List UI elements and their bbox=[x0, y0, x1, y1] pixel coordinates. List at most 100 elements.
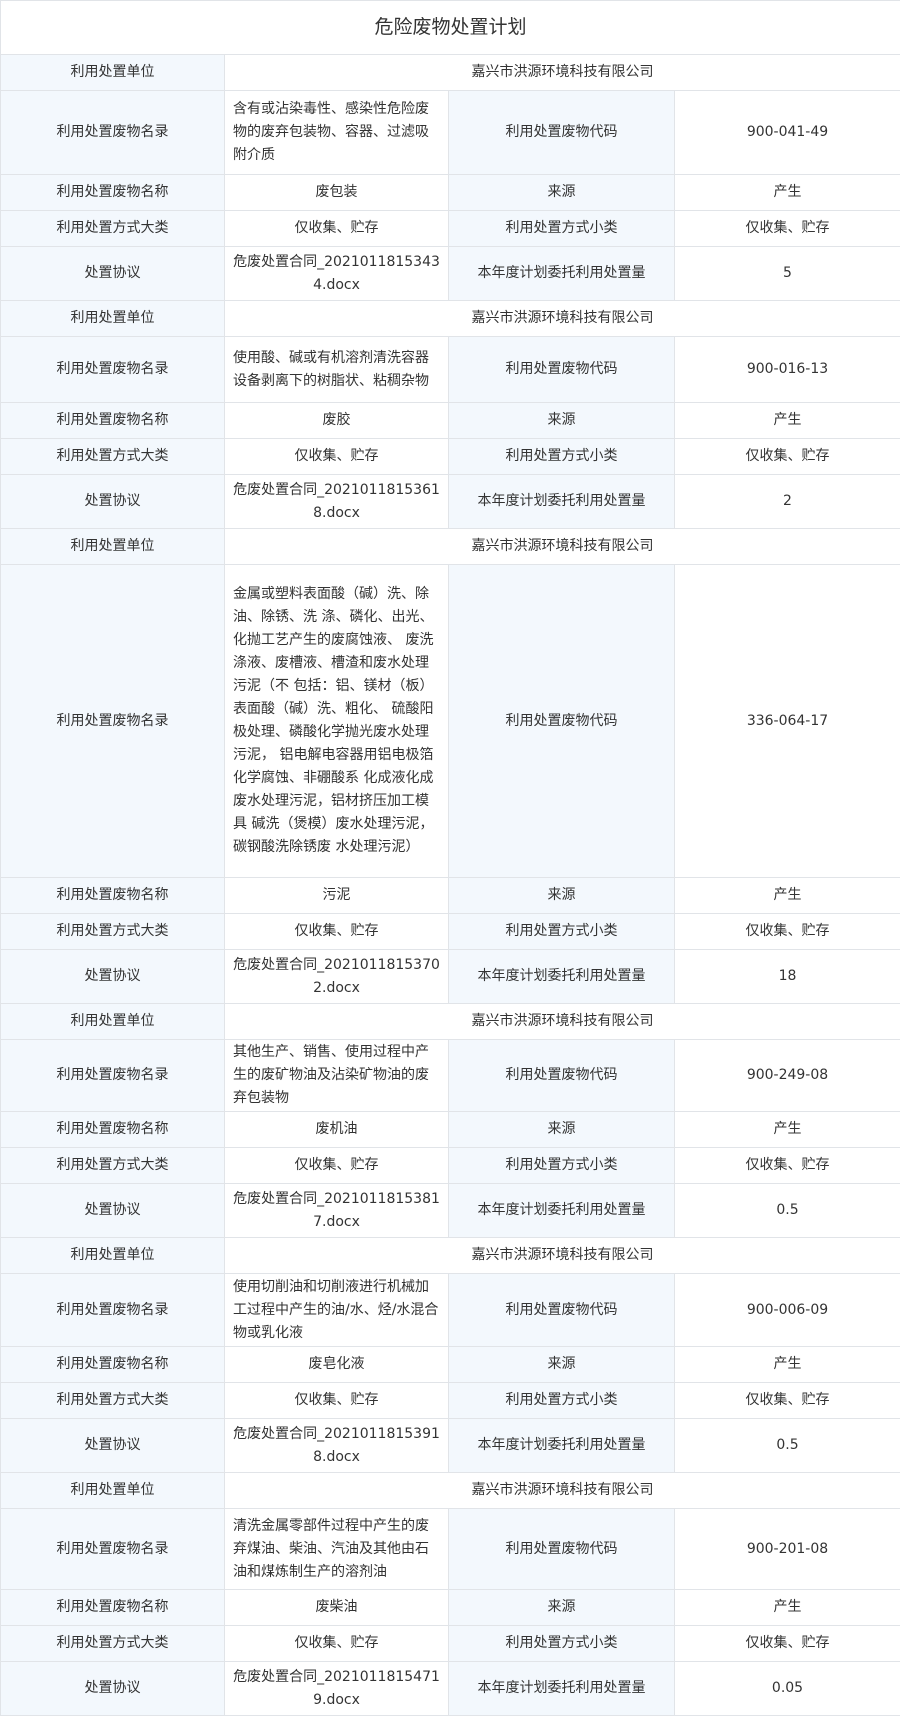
field-label: 利用处置方式大类 bbox=[1, 914, 225, 950]
plan-row: 利用处置方式大类仅收集、贮存利用处置方式小类仅收集、贮存 bbox=[1, 211, 900, 247]
field-label: 利用处置单位 bbox=[1, 1473, 225, 1509]
field-value: 危废处置合同_20210118153817.docx bbox=[225, 1184, 449, 1238]
field-label: 来源 bbox=[449, 175, 675, 211]
field-value: 嘉兴市洪源环境科技有限公司 bbox=[225, 301, 900, 337]
field-value: 仅收集、贮存 bbox=[675, 439, 900, 475]
field-value: 仅收集、贮存 bbox=[225, 1383, 449, 1419]
field-value: 废皂化液 bbox=[225, 1347, 449, 1383]
field-label: 利用处置废物名录 bbox=[1, 1274, 225, 1347]
field-value: 清洗金属零部件过程中产生的废弃煤油、柴油、汽油及其他由石油和煤炼制生产的溶剂油 bbox=[225, 1509, 449, 1590]
field-value: 危废处置合同_20210118153618.docx bbox=[225, 475, 449, 529]
field-label: 利用处置废物名录 bbox=[1, 1040, 225, 1112]
field-label: 利用处置方式小类 bbox=[449, 439, 675, 475]
plan-row: 利用处置废物名录使用切削油和切削液进行机械加工过程中产生的油/水、烃/水混合物或… bbox=[1, 1274, 900, 1347]
field-label: 利用处置废物代码 bbox=[449, 1274, 675, 1347]
plan-row: 利用处置单位嘉兴市洪源环境科技有限公司 bbox=[1, 301, 900, 337]
field-label: 本年度计划委托利用处置量 bbox=[449, 1419, 675, 1473]
field-label: 处置协议 bbox=[1, 1184, 225, 1238]
field-label: 利用处置废物名称 bbox=[1, 878, 225, 914]
field-value: 仅收集、贮存 bbox=[675, 1148, 900, 1184]
field-label: 来源 bbox=[449, 403, 675, 439]
field-label: 利用处置废物代码 bbox=[449, 1040, 675, 1112]
field-value: 含有或沾染毒性、感染性危险废物的废弃包装物、容器、过滤吸附介质 bbox=[225, 91, 449, 175]
table-title: 危险废物处置计划 bbox=[1, 1, 900, 55]
field-label: 利用处置方式小类 bbox=[449, 211, 675, 247]
field-label: 处置协议 bbox=[1, 247, 225, 301]
field-label: 来源 bbox=[449, 1112, 675, 1148]
field-label: 利用处置方式小类 bbox=[449, 1626, 675, 1662]
field-label: 利用处置废物名称 bbox=[1, 1112, 225, 1148]
field-value: 0.5 bbox=[675, 1184, 900, 1238]
field-value: 金属或塑料表面酸（碱）洗、除油、除锈、洗 涤、磷化、出光、化抛工艺产生的废腐蚀液… bbox=[225, 565, 449, 878]
field-value: 900-249-08 bbox=[675, 1040, 900, 1112]
field-value: 使用切削油和切削液进行机械加工过程中产生的油/水、烃/水混合物或乳化液 bbox=[225, 1274, 449, 1347]
field-value: 18 bbox=[675, 950, 900, 1004]
plan-row: 利用处置废物名录含有或沾染毒性、感染性危险废物的废弃包装物、容器、过滤吸附介质利… bbox=[1, 91, 900, 175]
plan-row: 利用处置废物名称废皂化液来源产生 bbox=[1, 1347, 900, 1383]
field-label: 来源 bbox=[449, 1590, 675, 1626]
field-label: 利用处置废物名称 bbox=[1, 1347, 225, 1383]
field-label: 来源 bbox=[449, 878, 675, 914]
field-label: 利用处置方式大类 bbox=[1, 439, 225, 475]
field-value: 废包装 bbox=[225, 175, 449, 211]
field-label: 利用处置废物名称 bbox=[1, 1590, 225, 1626]
plan-row: 利用处置废物名称废柴油来源产生 bbox=[1, 1590, 900, 1626]
field-label: 利用处置单位 bbox=[1, 1004, 225, 1040]
plan-row: 利用处置废物名称废胶来源产生 bbox=[1, 403, 900, 439]
field-value: 危废处置合同_20210118153434.docx bbox=[225, 247, 449, 301]
field-label: 利用处置废物代码 bbox=[449, 1509, 675, 1590]
field-value: 产生 bbox=[675, 1112, 900, 1148]
field-value: 废机油 bbox=[225, 1112, 449, 1148]
plan-row: 利用处置单位嘉兴市洪源环境科技有限公司 bbox=[1, 1473, 900, 1509]
plan-row: 利用处置单位嘉兴市洪源环境科技有限公司 bbox=[1, 1004, 900, 1040]
field-value: 900-016-13 bbox=[675, 337, 900, 403]
plan-row: 利用处置废物名称废包装来源产生 bbox=[1, 175, 900, 211]
field-label: 利用处置废物名录 bbox=[1, 91, 225, 175]
plan-row: 利用处置单位嘉兴市洪源环境科技有限公司 bbox=[1, 55, 900, 91]
field-value: 产生 bbox=[675, 175, 900, 211]
plan-row: 利用处置方式大类仅收集、贮存利用处置方式小类仅收集、贮存 bbox=[1, 914, 900, 950]
plan-row: 利用处置单位嘉兴市洪源环境科技有限公司 bbox=[1, 529, 900, 565]
plan-row: 利用处置废物名称废机油来源产生 bbox=[1, 1112, 900, 1148]
field-value: 其他生产、销售、使用过程中产生的废矿物油及沾染矿物油的废弃包装物 bbox=[225, 1040, 449, 1112]
field-value: 嘉兴市洪源环境科技有限公司 bbox=[225, 1004, 900, 1040]
title-row: 危险废物处置计划 bbox=[1, 1, 900, 55]
field-label: 利用处置方式大类 bbox=[1, 1148, 225, 1184]
field-value: 2 bbox=[675, 475, 900, 529]
plan-row: 利用处置方式大类仅收集、贮存利用处置方式小类仅收集、贮存 bbox=[1, 1626, 900, 1662]
field-value: 仅收集、贮存 bbox=[675, 914, 900, 950]
plan-row: 利用处置废物名录清洗金属零部件过程中产生的废弃煤油、柴油、汽油及其他由石油和煤炼… bbox=[1, 1509, 900, 1590]
field-value: 嘉兴市洪源环境科技有限公司 bbox=[225, 529, 900, 565]
field-value: 嘉兴市洪源环境科技有限公司 bbox=[225, 1473, 900, 1509]
field-label: 本年度计划委托利用处置量 bbox=[449, 475, 675, 529]
field-label: 利用处置废物代码 bbox=[449, 91, 675, 175]
field-value: 嘉兴市洪源环境科技有限公司 bbox=[225, 1238, 900, 1274]
field-value: 900-041-49 bbox=[675, 91, 900, 175]
plan-row: 利用处置方式大类仅收集、贮存利用处置方式小类仅收集、贮存 bbox=[1, 1148, 900, 1184]
field-label: 处置协议 bbox=[1, 1419, 225, 1473]
field-label: 利用处置方式小类 bbox=[449, 1383, 675, 1419]
plan-row: 利用处置废物名录使用酸、碱或有机溶剂清洗容器设备剥离下的树脂状、粘稠杂物利用处置… bbox=[1, 337, 900, 403]
field-label: 本年度计划委托利用处置量 bbox=[449, 247, 675, 301]
field-value: 危废处置合同_20210118153702.docx bbox=[225, 950, 449, 1004]
field-value: 污泥 bbox=[225, 878, 449, 914]
field-value: 900-201-08 bbox=[675, 1509, 900, 1590]
field-label: 利用处置废物名称 bbox=[1, 175, 225, 211]
plan-row: 利用处置方式大类仅收集、贮存利用处置方式小类仅收集、贮存 bbox=[1, 1383, 900, 1419]
plan-row: 利用处置单位嘉兴市洪源环境科技有限公司 bbox=[1, 1238, 900, 1274]
field-value: 仅收集、贮存 bbox=[225, 211, 449, 247]
field-value: 仅收集、贮存 bbox=[675, 1626, 900, 1662]
field-value: 仅收集、贮存 bbox=[675, 1383, 900, 1419]
field-value: 0.5 bbox=[675, 1419, 900, 1473]
field-label: 处置协议 bbox=[1, 1662, 225, 1716]
field-label: 本年度计划委托利用处置量 bbox=[449, 1184, 675, 1238]
field-label: 处置协议 bbox=[1, 475, 225, 529]
field-value: 废柴油 bbox=[225, 1590, 449, 1626]
